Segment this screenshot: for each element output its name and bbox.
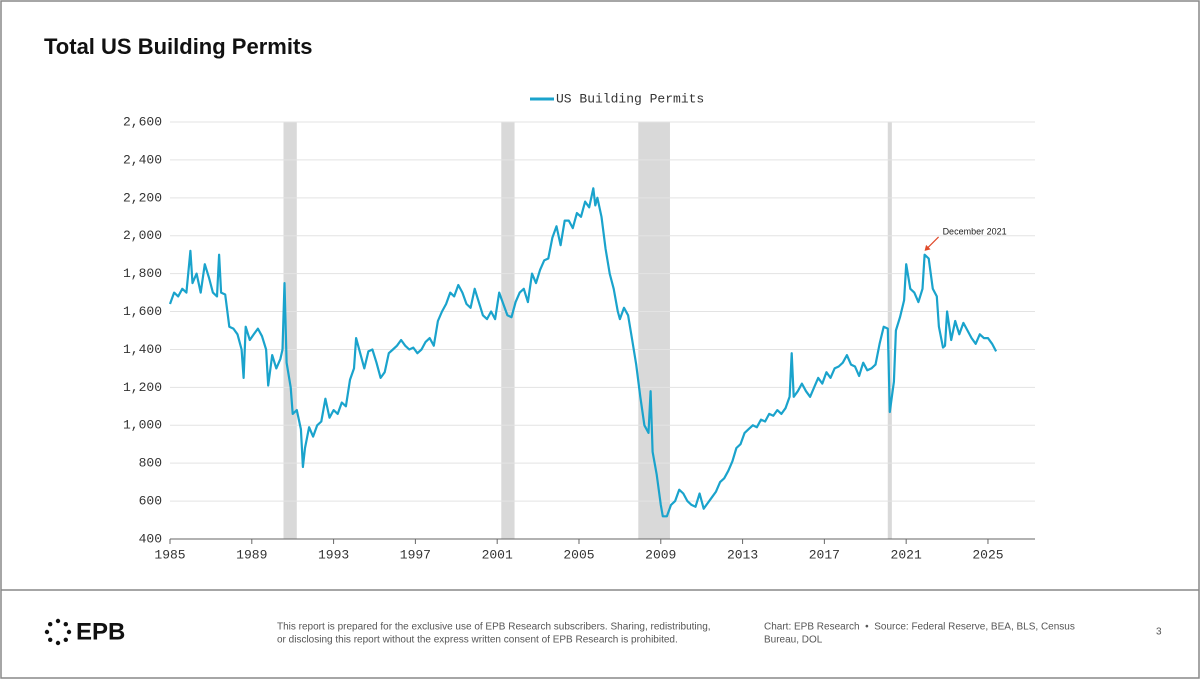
x-tick-label: 2005 [563, 547, 594, 562]
y-tick-label: 400 [139, 531, 162, 546]
y-tick-label: 1,200 [123, 380, 162, 395]
x-tick-label: 1985 [154, 547, 185, 562]
chart-title: Total US Building Permits [44, 34, 313, 59]
y-tick-label: 1,600 [123, 304, 162, 319]
x-tick-label: 1993 [318, 547, 349, 562]
x-tick-label: 2021 [891, 547, 922, 562]
page-number: 3 [1156, 627, 1162, 638]
recession-band [283, 122, 297, 539]
disclaimer-line: or disclosing this report without the ex… [277, 635, 678, 646]
x-tick-label: 1997 [400, 547, 431, 562]
source-line: Bureau, DOL [764, 635, 823, 646]
logo [44, 618, 72, 646]
source-line: Chart: EPB Research • Source: Federal Re… [764, 622, 1075, 633]
annotation-arrow [927, 236, 939, 249]
x-tick-label: 2025 [972, 547, 1003, 562]
data-line [168, 187, 998, 518]
recession-band [638, 122, 670, 539]
y-tick-label: 2,400 [123, 152, 162, 167]
legend-label: US Building Permits [556, 91, 704, 106]
x-tick-label: 2013 [727, 547, 758, 562]
brand: EPB [76, 618, 125, 645]
y-tick-label: 600 [139, 494, 162, 509]
recession-band [501, 122, 515, 539]
y-tick-label: 2,600 [123, 114, 162, 129]
disclaimer-line: This report is prepared for the exclusiv… [277, 622, 711, 633]
y-tick-label: 1,800 [123, 266, 162, 281]
y-tick-label: 1,400 [123, 342, 162, 357]
y-tick-label: 2,000 [123, 228, 162, 243]
x-tick-label: 2017 [809, 547, 840, 562]
y-tick-label: 2,200 [123, 190, 162, 205]
x-tick-label: 2009 [645, 547, 676, 562]
recession-band [887, 122, 892, 539]
x-tick-label: 1989 [236, 547, 267, 562]
y-tick-label: 800 [139, 456, 162, 471]
x-tick-label: 2001 [482, 547, 513, 562]
y-tick-label: 1,000 [123, 418, 162, 433]
annotation-arrowhead [924, 244, 931, 251]
annotation-text: December 2021 [943, 226, 1007, 236]
